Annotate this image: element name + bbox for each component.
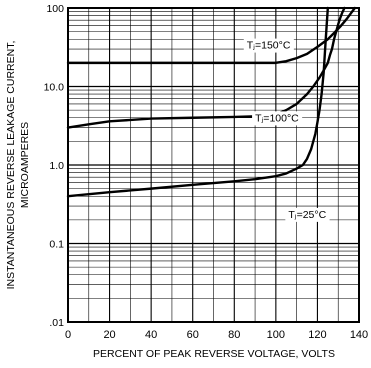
series-line-1 — [66, 6, 346, 129]
x-tick-label: 0 — [65, 329, 71, 341]
series-line-2 — [66, 6, 330, 198]
x-tick-label: 60 — [187, 329, 199, 341]
y-tick-label: 1.0 — [49, 160, 64, 172]
plot-frame — [67, 7, 360, 323]
series-label-bg — [285, 207, 330, 222]
series-layer — [66, 6, 357, 198]
y-tick-labels: .01 0.1 1.0 10.0 100 — [44, 3, 65, 329]
series-label-layer: Tⱼ=150°C Tⱼ=100°C Tⱼ=25°C — [243, 38, 330, 222]
x-tick-label: 20 — [103, 329, 115, 341]
x-tick-label: 120 — [308, 329, 326, 341]
series-label-1: Tⱼ=100°C — [255, 112, 299, 124]
series-label-bg — [243, 38, 294, 53]
y-tick-label: 10.0 — [44, 82, 65, 94]
series-line-0 — [66, 6, 357, 65]
x-tick-label: 40 — [145, 329, 157, 341]
grid-minor-lines — [68, 8, 359, 322]
y-axis-label-line-2: MICROAMPERES — [19, 122, 31, 208]
x-tick-label: 80 — [228, 329, 240, 341]
x-tick-label: 140 — [350, 329, 368, 341]
x-tick-label: 100 — [267, 329, 285, 341]
x-axis-label: PERCENT OF PEAK REVERSE VOLTAGE, VOLTS — [93, 348, 335, 360]
series-label-group-0: Tⱼ=150°C — [243, 38, 294, 53]
series-label-0: Tⱼ=150°C — [247, 40, 291, 52]
series-label-2: Tⱼ=25°C — [288, 209, 326, 221]
series-label-group-1: Tⱼ=100°C — [252, 111, 303, 126]
y-tick-label: .01 — [49, 317, 64, 329]
y-axis-label-line-1: INSTANTANEOUS REVERSE LEAKAGE CURRENT, — [5, 41, 17, 290]
y-tick-label: 0.1 — [49, 239, 64, 251]
series-label-group-2: Tⱼ=25°C — [285, 207, 330, 222]
series-label-bg — [252, 111, 303, 126]
x-tick-labels: 0 20 40 60 80 100 120 140 — [65, 329, 368, 341]
y-tick-label: 100 — [46, 3, 64, 15]
